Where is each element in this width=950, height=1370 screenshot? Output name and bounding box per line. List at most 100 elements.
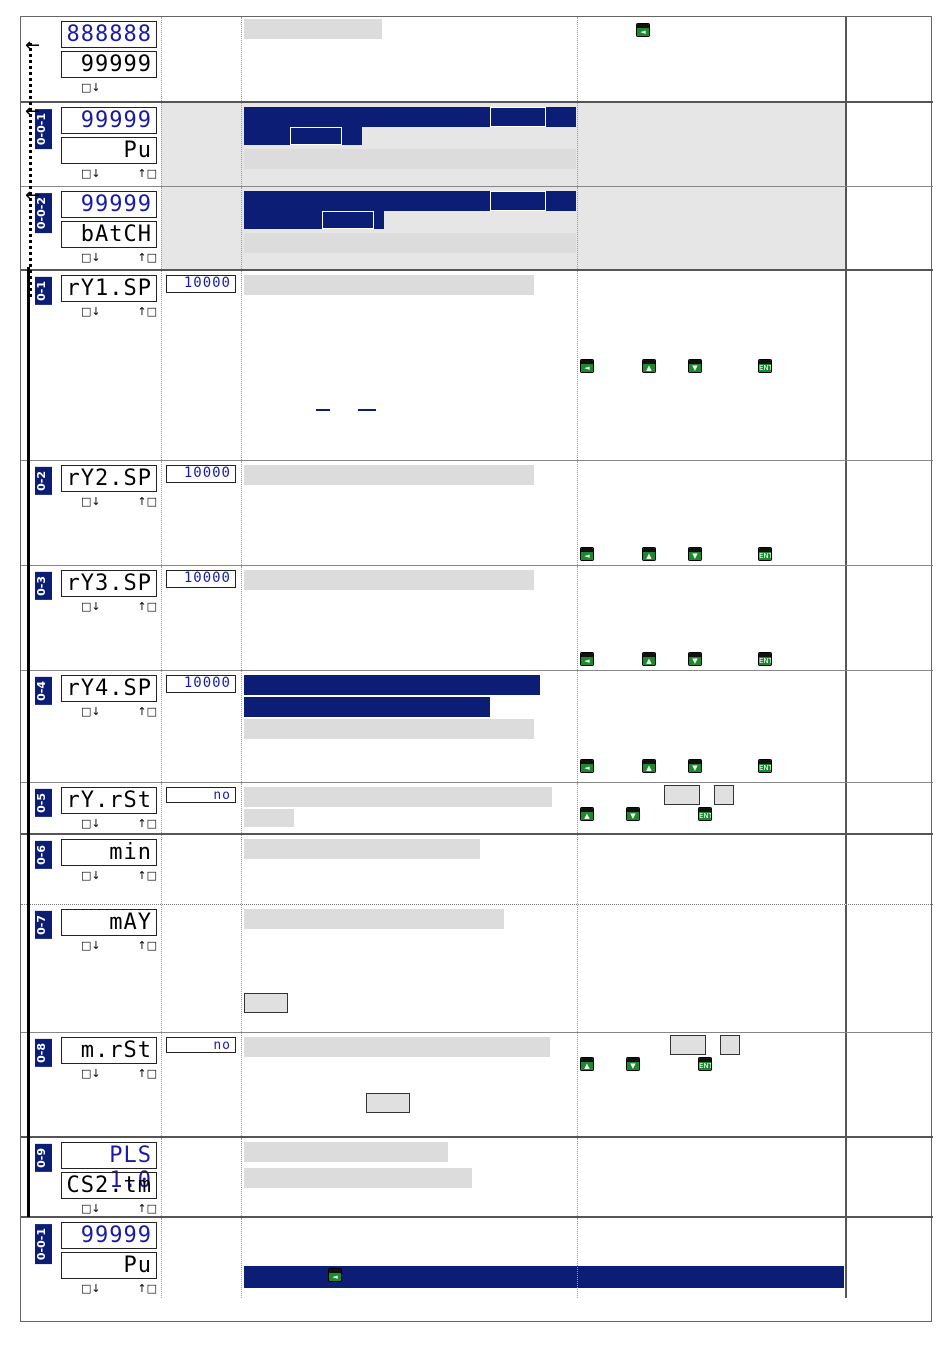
keys-cell xyxy=(577,1138,845,1216)
description-cell xyxy=(241,835,577,904)
value-cell xyxy=(161,17,241,101)
enter-key-icon: ENT xyxy=(758,759,772,773)
description-cell xyxy=(241,905,577,1032)
text-line-1 xyxy=(244,1266,578,1288)
text-line-2 xyxy=(244,993,288,1013)
step-badge: 0-0-1 xyxy=(35,1224,52,1265)
up-key-icon: ↑□ xyxy=(137,939,157,952)
text-line-1 xyxy=(244,909,504,929)
down-key-icon: □↓ xyxy=(81,869,101,882)
text-line-7 xyxy=(244,233,364,253)
step-badge: 0-3 xyxy=(35,572,52,600)
display-cell: 888888 99999 □↓ xyxy=(21,17,161,101)
description-cell xyxy=(241,1033,577,1136)
enter-key-icon: □↓ xyxy=(81,81,101,94)
notes-cell xyxy=(845,1218,933,1298)
key-symbol: ▼ xyxy=(627,1062,639,1070)
keys-cell xyxy=(577,1218,845,1298)
default-value: no xyxy=(166,1037,236,1053)
display-cell: 0-7 mAY □↓ ↑□ xyxy=(21,905,161,1032)
notes-cell xyxy=(845,783,933,833)
text-line-7 xyxy=(244,149,402,169)
lcd-lower-display: bAtCH xyxy=(61,221,157,248)
left-key-icon: ◄ xyxy=(580,759,594,773)
up-key-icon: ↑□ xyxy=(137,1067,157,1080)
description-cell: ◄ xyxy=(241,1218,578,1298)
down-key-icon: ▼ xyxy=(626,1057,640,1071)
text-line-2 xyxy=(366,1093,410,1113)
nav-keys: □↓ ↑□ xyxy=(81,817,159,831)
manual-page: 888888 99999 □↓ ◄ 0-0-1 99999 Pu □↓ ↑□ 0-0-2 99999… xyxy=(20,16,933,1322)
key-symbol: ENT xyxy=(699,812,712,820)
key-reference-box-1 xyxy=(664,785,700,805)
key-symbol: ▼ xyxy=(689,764,701,772)
description-cell xyxy=(241,103,577,186)
down-key-icon: ▼ xyxy=(688,652,702,666)
enter-key-icon: ENT xyxy=(698,1057,712,1071)
display-cell: 0-1 rY1.SP □↓ ↑□ xyxy=(21,271,161,460)
text-line-6 xyxy=(374,211,384,229)
down-key-icon: □↓ xyxy=(81,939,101,952)
key-symbol: ▲ xyxy=(643,657,655,665)
key-cap xyxy=(689,760,701,766)
step-badge: 0-6 xyxy=(35,841,52,869)
notes-cell xyxy=(845,835,933,904)
key-symbol: ENT xyxy=(759,552,772,560)
key-cap xyxy=(627,808,639,814)
display-cell: 0-8 m.rSt □↓ ↑□ xyxy=(21,1033,161,1136)
menu-row-0-2: 0-2 rY2.SP □↓ ↑□ 10000 ◄ ▲ ▼ ENT xyxy=(21,461,933,566)
step-badge: 0-2 xyxy=(35,467,52,495)
up-key-icon: ↑□ xyxy=(137,600,157,613)
key-cap xyxy=(643,360,655,366)
key-cap xyxy=(699,808,711,814)
nav-keys: □↓ ↑□ xyxy=(81,1067,159,1081)
notes-cell xyxy=(845,1138,933,1216)
key-reference-box-2 xyxy=(714,785,734,805)
text-line-1 xyxy=(244,1142,448,1162)
nav-keys: □↓ ↑□ xyxy=(81,869,159,883)
key-symbol: ▼ xyxy=(689,364,701,372)
text-line-2 xyxy=(244,697,490,717)
left-key-icon: ◄ xyxy=(580,359,594,373)
down-key-icon: □↓ xyxy=(81,817,101,830)
text-line-1 xyxy=(244,839,480,859)
enter-key-icon: ENT xyxy=(758,359,772,373)
menu-row-home: 888888 99999 □↓ ◄ xyxy=(21,17,933,103)
underline-2 xyxy=(358,409,376,411)
up-key-icon: ▲ xyxy=(642,759,656,773)
text-line-4 xyxy=(244,211,322,229)
return-arrow-icon: ← xyxy=(25,185,41,206)
left-key-icon: ◄ xyxy=(328,1268,342,1282)
notes-cell xyxy=(845,461,933,565)
up-key-icon: ▲ xyxy=(580,807,594,821)
key-symbol: ▼ xyxy=(627,812,639,820)
menu-row-0-9: 0-9 PLS 1.0 CS2.tm □↓ ↑□ xyxy=(21,1138,933,1218)
down-key-icon: ▼ xyxy=(688,359,702,373)
display-cell: 0-2 rY2.SP □↓ ↑□ xyxy=(21,461,161,565)
display-cell: 0-0-1 99999 Pu □↓ ↑□ xyxy=(21,1218,161,1298)
text-line-5 xyxy=(322,211,374,229)
down-key-icon: □↓ xyxy=(81,1282,101,1295)
text-line-8 xyxy=(402,149,576,169)
key-cap xyxy=(689,360,701,366)
notes-cell xyxy=(845,905,933,1032)
up-key-icon: ↑□ xyxy=(137,869,157,882)
notes-cell xyxy=(845,271,933,460)
key-symbol: ENT xyxy=(759,364,772,372)
value-cell: 10000 xyxy=(161,461,241,565)
down-key-icon: □↓ xyxy=(81,251,101,264)
key-cap xyxy=(581,1058,593,1064)
text-line-1 xyxy=(244,19,382,39)
lcd-parameter-display: m.rSt xyxy=(61,1037,157,1064)
enter-key-icon: ENT xyxy=(758,652,772,666)
key-cap xyxy=(581,760,593,766)
key-cap xyxy=(329,1269,341,1275)
key-cap xyxy=(581,653,593,659)
keys-cell: ◄ ▲ ▼ ENT xyxy=(577,566,845,670)
lcd-lower-display: CS2.tm xyxy=(61,1172,157,1199)
step-badge: 0-7 xyxy=(35,911,52,939)
keys-cell xyxy=(577,103,845,186)
default-value: 10000 xyxy=(166,570,236,588)
keys-cell xyxy=(577,187,845,269)
key-symbol: ◄ xyxy=(581,364,593,372)
